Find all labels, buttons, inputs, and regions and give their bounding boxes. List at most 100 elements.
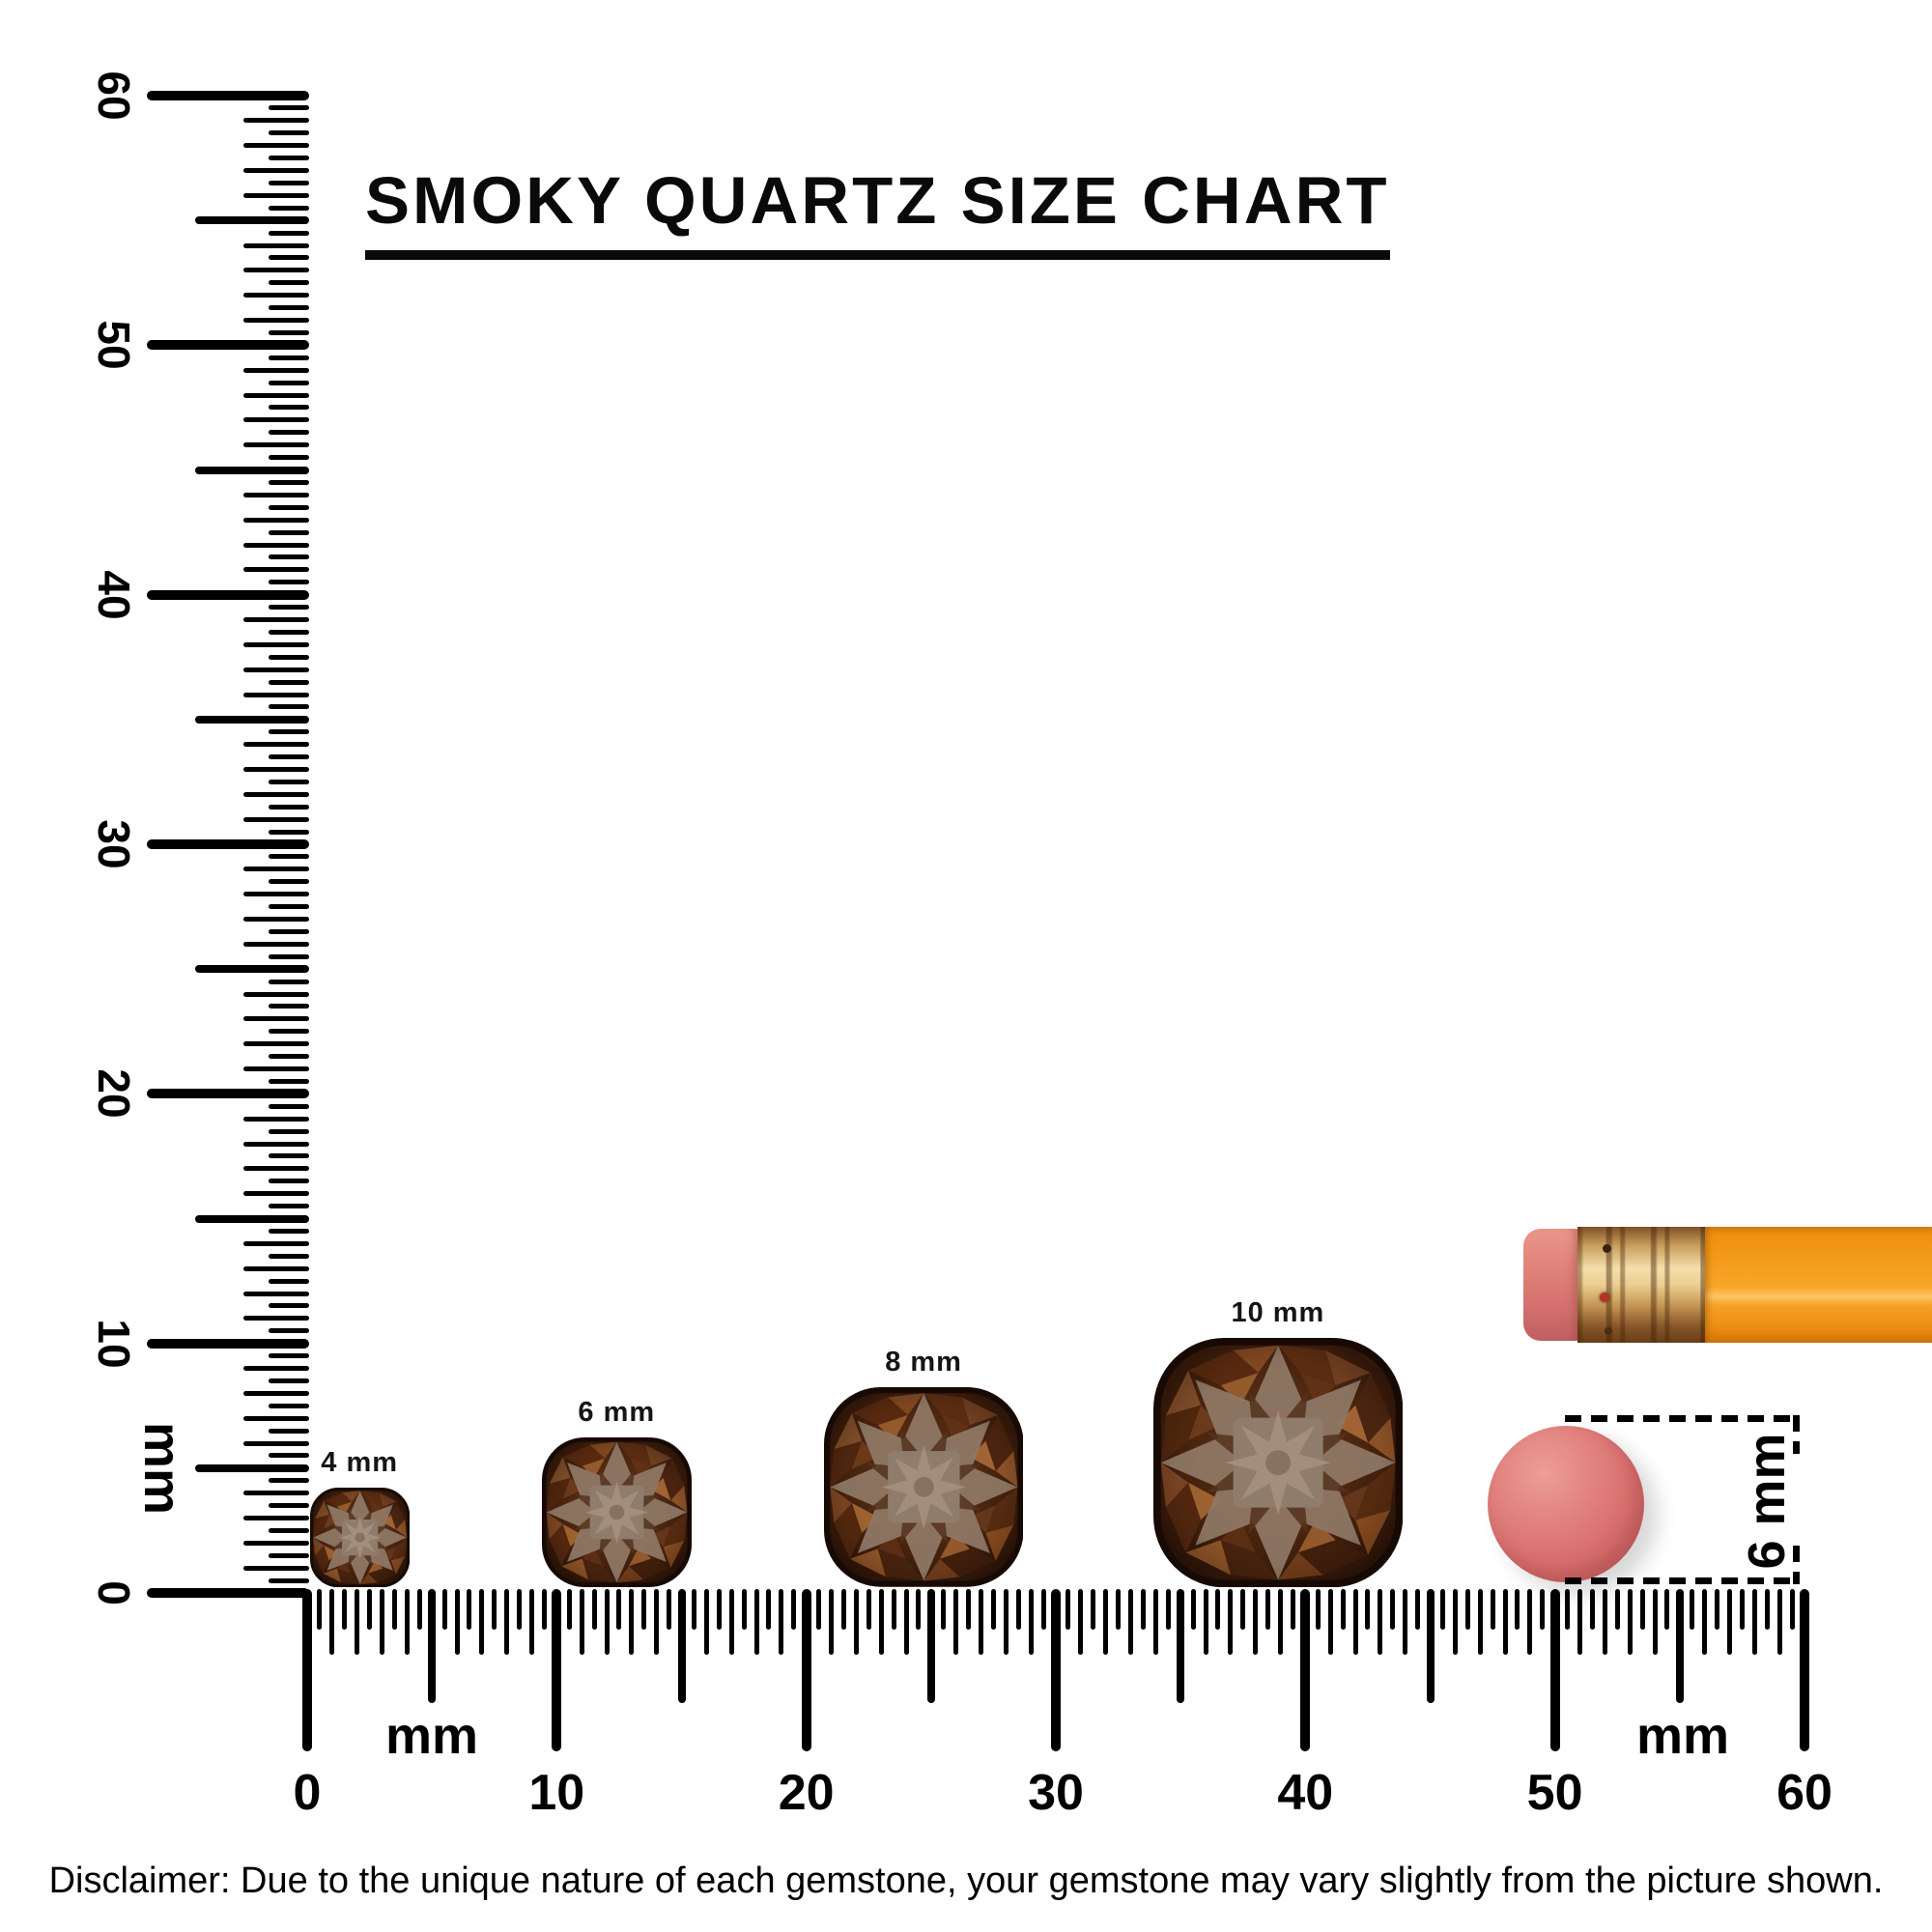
ruler-tick bbox=[1165, 1589, 1171, 1630]
ruler-tick bbox=[966, 1589, 972, 1630]
ruler-tick bbox=[342, 1589, 348, 1630]
ruler-tick bbox=[728, 1589, 734, 1655]
ruler-tick bbox=[1602, 1589, 1607, 1655]
ruler-tick bbox=[454, 1589, 460, 1655]
ruler-tick bbox=[243, 1016, 309, 1022]
ferrule-crimp-dot bbox=[1605, 1327, 1612, 1335]
ruler-tick bbox=[1003, 1589, 1009, 1655]
ruler-tick bbox=[269, 1128, 309, 1134]
ruler-tick bbox=[541, 1589, 547, 1630]
ruler-tick bbox=[677, 1589, 686, 1703]
ruler-tick bbox=[269, 1278, 309, 1284]
ruler-tick-label: 60 bbox=[1776, 1765, 1833, 1821]
ruler-tick bbox=[941, 1589, 947, 1630]
ruler-tick bbox=[1549, 1589, 1560, 1751]
ruler-tick bbox=[243, 1516, 309, 1520]
ruler-tick bbox=[195, 466, 309, 474]
ruler-tick bbox=[269, 504, 309, 510]
ruler-tick bbox=[1028, 1589, 1034, 1655]
ruler-tick bbox=[766, 1589, 772, 1630]
ruler-tick bbox=[269, 1179, 309, 1184]
ruler-tick bbox=[1502, 1589, 1508, 1655]
ruler-tick bbox=[269, 904, 309, 910]
ruler-tick bbox=[753, 1589, 759, 1655]
ruler-tick bbox=[1577, 1589, 1582, 1655]
ruler-tick bbox=[243, 1491, 309, 1496]
ruler-tick bbox=[317, 1589, 323, 1630]
ruler-tick bbox=[1565, 1589, 1571, 1630]
ruler-tick bbox=[269, 1153, 309, 1159]
ruler-tick bbox=[492, 1589, 497, 1630]
ruler-tick bbox=[1540, 1589, 1546, 1630]
ruler-tick-label: 50 bbox=[89, 320, 139, 370]
ruler-tick bbox=[990, 1589, 996, 1630]
pencil-eraser bbox=[1523, 1229, 1579, 1341]
ruler-tick bbox=[1390, 1589, 1396, 1630]
ruler-tick bbox=[926, 1589, 935, 1703]
ruler-tick bbox=[579, 1589, 584, 1655]
ferrule-red-dot bbox=[1600, 1293, 1609, 1302]
ruler-tick bbox=[269, 605, 309, 611]
gem-size-label: 10 mm bbox=[1231, 1296, 1325, 1328]
ruler-tick bbox=[979, 1589, 983, 1655]
ruler-tick bbox=[269, 130, 309, 136]
ruler-tick bbox=[147, 589, 309, 600]
ruler-tick bbox=[269, 554, 309, 560]
ruler-tick bbox=[1253, 1589, 1259, 1655]
pencil-body bbox=[1705, 1227, 1932, 1343]
ruler-tick bbox=[1278, 1589, 1283, 1655]
ruler-tick bbox=[147, 340, 309, 351]
ferrule-crimp-dot bbox=[1603, 1244, 1611, 1253]
ruler-tick bbox=[741, 1589, 747, 1630]
ruler-tick bbox=[1452, 1589, 1458, 1655]
ruler-tick bbox=[1300, 1589, 1311, 1751]
disclaimer-text: Disclaimer: Due to the unique nature of … bbox=[48, 1861, 1884, 1901]
ruler-tick bbox=[903, 1589, 909, 1655]
ruler-tick bbox=[302, 1589, 312, 1751]
ruler-tick bbox=[269, 1328, 309, 1334]
ruler-tick bbox=[269, 1204, 309, 1209]
ruler-tick bbox=[243, 168, 309, 173]
ruler-tick bbox=[1340, 1589, 1346, 1630]
ruler-tick bbox=[243, 1141, 309, 1147]
ruler-tick bbox=[1515, 1589, 1520, 1630]
ruler-tick bbox=[269, 1453, 309, 1459]
ruler-tick bbox=[195, 1214, 309, 1223]
ruler-tick bbox=[801, 1589, 811, 1751]
ruler-tick bbox=[716, 1589, 722, 1630]
ruler-tick bbox=[441, 1589, 447, 1630]
ruler-tick bbox=[269, 529, 309, 535]
ruler-tick bbox=[269, 156, 309, 161]
smoky-quartz-gem-graphic bbox=[309, 1487, 410, 1587]
ruler-tick bbox=[269, 679, 309, 685]
ruler-tick bbox=[269, 580, 309, 585]
ruler-tick bbox=[691, 1589, 696, 1630]
ruler-tick bbox=[269, 779, 309, 784]
ruler-tick bbox=[269, 1228, 309, 1234]
ruler-tick bbox=[1639, 1589, 1645, 1630]
ruler-tick bbox=[243, 118, 309, 124]
ruler-tick bbox=[243, 1066, 309, 1071]
ruler-tick bbox=[1739, 1589, 1745, 1630]
ruler-tick bbox=[269, 355, 309, 360]
ruler-tick-label: 40 bbox=[1277, 1765, 1334, 1821]
ruler-tick bbox=[1439, 1589, 1445, 1630]
ruler-tick bbox=[269, 479, 309, 485]
ruler-tick bbox=[779, 1589, 784, 1655]
ruler-tick bbox=[269, 704, 309, 710]
smoky-quartz-gem-graphic bbox=[1152, 1337, 1403, 1587]
ruler-tick bbox=[1464, 1589, 1470, 1630]
ruler-tick bbox=[269, 1303, 309, 1309]
ruler-tick bbox=[1203, 1589, 1208, 1655]
ruler-tick bbox=[641, 1589, 647, 1630]
ruler-tick bbox=[243, 867, 309, 872]
ruler-tick bbox=[1190, 1589, 1196, 1630]
ruler-tick bbox=[243, 567, 309, 573]
ruler-tick bbox=[1415, 1589, 1421, 1630]
ruler-tick bbox=[195, 216, 309, 225]
ruler-tick bbox=[269, 1078, 309, 1084]
ruler-tick bbox=[404, 1589, 410, 1655]
ruler-tick-label: 0 bbox=[89, 1580, 139, 1605]
ruler-tick bbox=[1675, 1589, 1684, 1703]
ruler-tick bbox=[269, 953, 309, 959]
